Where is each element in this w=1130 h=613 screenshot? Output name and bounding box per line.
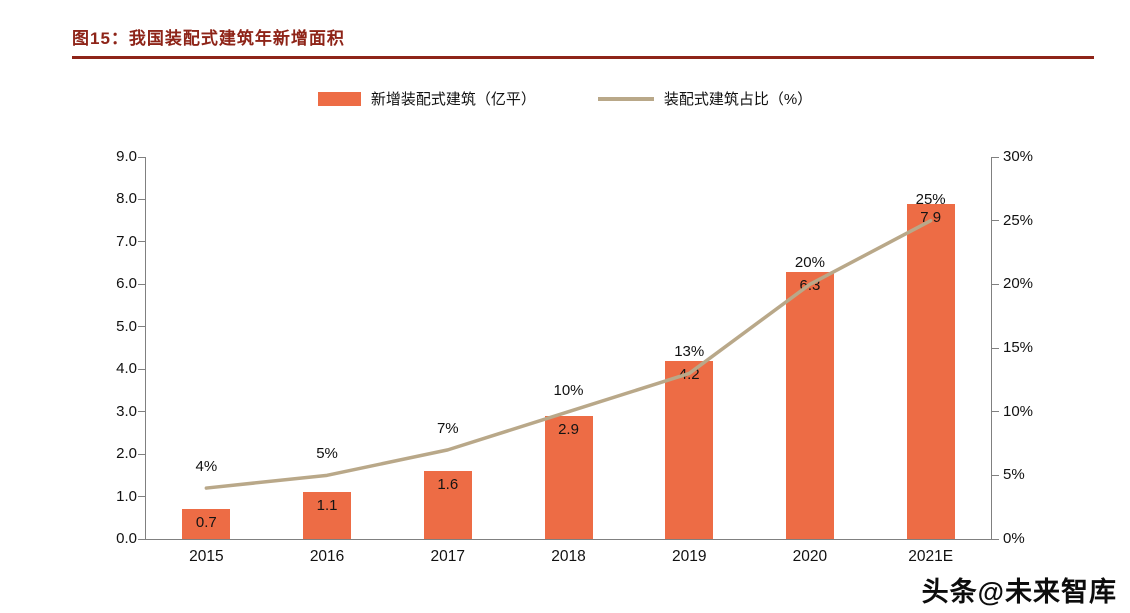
y-axis-left-tick-label: 7.0	[116, 232, 137, 250]
legend-bar-label: 新增装配式建筑（亿平）	[370, 91, 536, 108]
y-axis-left-tick-label: 1.0	[116, 487, 137, 505]
x-axis-tick-label: 2019	[671, 548, 707, 565]
y-axis-right-tick-label: 20%	[1003, 275, 1034, 293]
legend-line-label: 装配式建筑占比（%）	[663, 91, 813, 108]
figure-title: 图15：我国装配式建筑年新增面积	[72, 29, 345, 48]
y-axis-right-tick-label: 10%	[1003, 402, 1034, 420]
y-axis-left-tickmark	[138, 283, 145, 285]
x-axis-tick-label: 2018	[551, 548, 586, 565]
title-rule	[72, 56, 1094, 59]
y-axis-right-tick-label: 0%	[1003, 530, 1025, 547]
line-point-label: 7%	[436, 419, 459, 437]
legend-item-line-series: 装配式建筑占比（%）	[597, 88, 813, 109]
y-axis-right-tick-label: 25%	[1003, 211, 1034, 229]
combo-chart-plot-area: 0.0 1.0 2.0 3.0 4.0 5.0 6.0 7.0 8.0 9.0 0% 5% 10% 15%…	[116, 148, 1033, 565]
y-axis-left-tickmark	[138, 453, 145, 455]
bar-value-label: 1.6	[437, 476, 459, 494]
y-axis-left-tick-label: 0.0	[116, 530, 137, 547]
x-axis-tick-label: 2016	[309, 548, 345, 565]
y-axis-left-tick-label: 4.0	[116, 360, 137, 378]
bar-value-label: 1.1	[316, 497, 338, 515]
line-series-swatch-icon	[597, 96, 654, 101]
bar-series-swatch-icon	[317, 91, 361, 106]
x-axis-tick-label: 2020	[792, 548, 828, 565]
y-axis-left-tick-label: 9.0	[116, 148, 137, 165]
bar-2017: 1.6	[423, 471, 472, 539]
y-axis-right-tick-label: 30%	[1003, 148, 1034, 165]
legend-item-bar-series: 新增装配式建筑（亿平）	[317, 88, 536, 109]
bar-2015: 0.7	[182, 509, 231, 539]
bar-2020: 6.3	[785, 271, 834, 539]
y-axis-right-tickmark	[992, 411, 999, 413]
line-point-label: 5%	[316, 445, 338, 463]
y-axis-left-tickmark	[138, 326, 145, 328]
line-point-label: 4%	[195, 458, 218, 476]
y-axis-right-tickmark	[992, 474, 999, 476]
y-axis-left-tick-label: 2.0	[116, 445, 137, 463]
trend-line	[204, 218, 933, 490]
y-axis-right-tickmark	[992, 347, 999, 349]
y-axis-right-tick-label: 15%	[1003, 339, 1034, 356]
y-axis-left-tickmark	[138, 156, 145, 158]
bar-2016: 1.1	[303, 492, 352, 539]
x-axis-tick-label: 2015	[189, 548, 224, 565]
line-point-label: 10%	[553, 381, 584, 399]
watermark: 头条@未来智库	[921, 577, 1117, 607]
y-axis-left-tick-label: 8.0	[116, 190, 137, 208]
bar-value-label: 0.7	[195, 514, 217, 532]
y-axis-left-tick-label: 6.0	[116, 275, 137, 293]
line-point-label: 20%	[794, 254, 825, 272]
bar-value-label: 2.9	[558, 420, 579, 438]
bar-2021E: 7.9	[906, 203, 955, 539]
y-axis-left-tickmark	[138, 411, 145, 413]
line-point-label: 25%	[915, 190, 946, 208]
y-axis-left-tick-label: 5.0	[116, 317, 137, 335]
y-axis-right-tickmark	[992, 283, 999, 285]
y-axis-left-tickmark	[138, 368, 145, 370]
line-point-label: 13%	[674, 343, 705, 361]
x-axis-tick-label: 2017	[430, 548, 466, 565]
y-axis-left-tickmark	[138, 241, 145, 243]
x-axis-tick-label: 2021E	[908, 548, 954, 565]
y-axis-left-tickmark	[138, 198, 145, 200]
y-axis-right-tickmark	[992, 156, 999, 158]
chart-legend: 新增装配式建筑（亿平） 装配式建筑占比（%）	[0, 88, 1130, 109]
y-axis-right-tickmark	[992, 538, 999, 540]
y-axis-left-tickmark	[138, 496, 145, 498]
y-axis-left-tickmark	[138, 538, 145, 540]
bar-2018: 2.9	[544, 415, 593, 539]
y-axis-right-tickmark	[992, 220, 999, 222]
y-axis-right-tick-label: 5%	[1003, 466, 1025, 484]
y-axis-left-tick-label: 3.0	[116, 402, 137, 420]
